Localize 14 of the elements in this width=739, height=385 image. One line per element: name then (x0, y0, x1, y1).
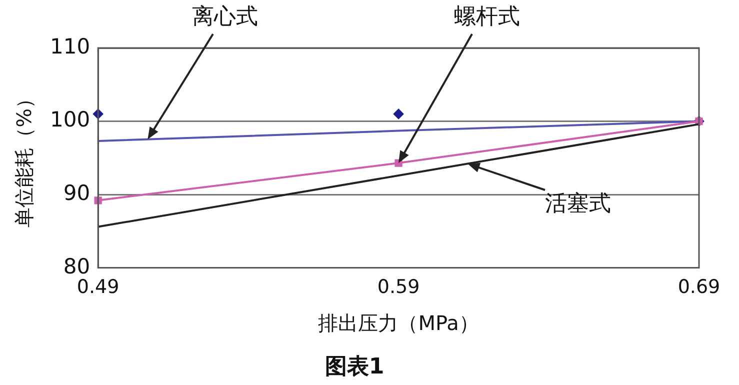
point (394, 108, 404, 119)
y-tick-label: 80 (63, 254, 90, 278)
series-label: 活塞式 (545, 192, 611, 217)
y-tick-label: 90 (63, 180, 90, 205)
x-tick-label: 0.69 (678, 276, 720, 298)
y-tick-label: 110 (50, 34, 90, 58)
y-tick-label: 100 (50, 108, 90, 132)
x-tick-label: 0.59 (377, 276, 420, 298)
text: 图表1 (324, 354, 384, 380)
text: 离心式 (192, 4, 258, 30)
text: 螺杆式 (454, 4, 520, 30)
x-axis-title: 排出压力（MPa） (318, 310, 479, 335)
y-axis-title: 单位能耗（%） (12, 88, 36, 228)
x-tick-label: 0.49 (76, 276, 120, 298)
